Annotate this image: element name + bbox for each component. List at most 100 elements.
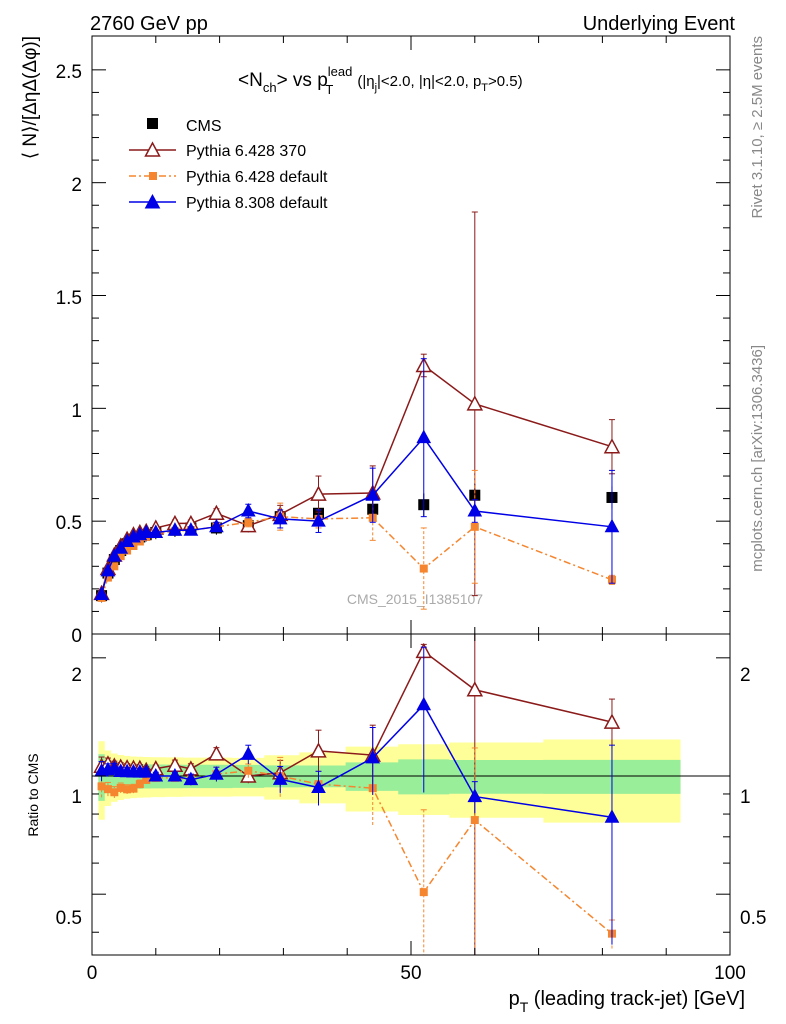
p370-point bbox=[208, 504, 225, 521]
p8def-point bbox=[183, 522, 199, 536]
p8def-point bbox=[100, 562, 116, 577]
p6def-point bbox=[244, 518, 253, 527]
p8def-point bbox=[365, 487, 381, 501]
p8def-ratio-point bbox=[311, 779, 326, 794]
p8def-ratio-point bbox=[272, 771, 288, 785]
p8def-ratio-point bbox=[167, 767, 183, 782]
legend-marker-p370 bbox=[144, 141, 161, 157]
title-prefix: <N bbox=[238, 70, 263, 91]
p370-ratio-point bbox=[466, 681, 484, 697]
process-label: Underlying Event bbox=[583, 13, 736, 35]
p6def-ratio-point bbox=[135, 780, 144, 789]
main-y-tick-0: 0 bbox=[71, 626, 82, 647]
p6def-point bbox=[116, 552, 125, 561]
p8def-ratio-point bbox=[467, 788, 483, 803]
title-cuts-end: >0.5) bbox=[488, 73, 523, 90]
p8def-point bbox=[106, 548, 122, 562]
p8def-ratio-point bbox=[138, 764, 154, 778]
x-axis-label-rest: (leading track-jet) [GeV] bbox=[528, 988, 745, 1010]
axis-ticks bbox=[91, 36, 731, 955]
title-prefix-sub: ch bbox=[263, 80, 277, 95]
energy-label: 2760 GeV pp bbox=[90, 13, 208, 35]
title-cuts-sub: j bbox=[374, 82, 377, 94]
legend-label-p6def: Pythia 6.428 default bbox=[186, 169, 328, 186]
p6def-ratio-point bbox=[244, 766, 253, 775]
p370-point bbox=[603, 438, 621, 454]
legend-label-cms: CMS bbox=[186, 118, 222, 135]
p6def-ratio-point bbox=[116, 783, 125, 792]
legend-marker-p8def bbox=[144, 193, 161, 209]
p370-ratio-point bbox=[208, 745, 225, 761]
p6def-point bbox=[470, 522, 479, 531]
p370-point bbox=[466, 395, 484, 411]
p8def-point bbox=[148, 524, 164, 538]
p8def-ratio-point bbox=[416, 696, 432, 711]
x-tick-100: 100 bbox=[714, 963, 746, 984]
p370-ratio-point bbox=[603, 713, 621, 729]
x-axis-label-sub: T bbox=[520, 999, 529, 1015]
p6def-ratio-point bbox=[110, 788, 119, 797]
title-cuts-sub2: T bbox=[481, 82, 488, 94]
p8def-point bbox=[240, 502, 256, 517]
p6def-ratio-point bbox=[470, 816, 479, 825]
legend-marker-p6def bbox=[149, 172, 157, 180]
legend-marker-cms bbox=[147, 118, 158, 129]
p6def-point bbox=[419, 564, 428, 573]
x-tick-0: 0 bbox=[87, 963, 98, 984]
p6def-point bbox=[110, 562, 119, 571]
plot-title: <Nch> vs plead T (|ηj|<2.0, |η|<2.0, pT>0.… bbox=[238, 64, 523, 97]
p8def-point bbox=[311, 513, 326, 527]
main-panel-data bbox=[93, 211, 621, 610]
p8def-point bbox=[467, 502, 483, 517]
analysis-watermark: CMS_2015_I1385107 bbox=[347, 591, 483, 607]
ratio-band-inner bbox=[98, 754, 681, 801]
p6def-ratio-point bbox=[97, 782, 106, 791]
p370-main-line bbox=[100, 364, 613, 594]
p8def-point bbox=[416, 429, 432, 444]
p370-point bbox=[310, 485, 327, 501]
ratio-y-tick-1: 1 bbox=[71, 787, 82, 808]
ratio-y-tick-0.5: 0.5 bbox=[56, 908, 82, 929]
rivet-label: Rivet 3.1.10, ≥ 2.5M events bbox=[749, 36, 766, 219]
ratio-y-axis-label: Ratio to CMS bbox=[25, 753, 41, 836]
main-y-tick-1: 1 bbox=[71, 401, 82, 422]
p6def-point bbox=[103, 573, 112, 582]
main-y-tick-2.5: 2.5 bbox=[56, 62, 82, 83]
title-mid-sup: lead bbox=[328, 64, 353, 79]
ratio-uncertainty-bands bbox=[98, 739, 681, 823]
p6def-ratio-point bbox=[103, 785, 112, 794]
x-axis-label: pT (leading track-jet) [GeV] bbox=[509, 988, 745, 1015]
p6def-point bbox=[123, 546, 132, 555]
mcplots-label: mcplots.cern.ch [arXiv:1306.3436] bbox=[749, 345, 766, 572]
p8def-ratio-point bbox=[148, 767, 164, 782]
p6def-ratio-point bbox=[123, 785, 132, 794]
p8def-point bbox=[167, 522, 183, 536]
title-cuts-mid: |<2.0, |η|<2.0, p bbox=[377, 73, 481, 90]
p8def-point bbox=[138, 524, 154, 538]
p370-ratio-point bbox=[310, 742, 327, 758]
main-y-axis-label: ⟨ N⟩/[ΔηΔ(Δφ)] bbox=[20, 36, 41, 159]
p8def-ratio-point bbox=[183, 771, 199, 786]
ratio-panel-data bbox=[93, 634, 621, 955]
main-y-tick-0.5: 0.5 bbox=[56, 513, 82, 534]
p8def-point bbox=[209, 518, 224, 533]
p8def-point bbox=[94, 586, 109, 601]
p6def-ratio-point bbox=[419, 888, 428, 897]
p6def-ratio-point bbox=[129, 784, 138, 793]
main-y-tick-1.5: 1.5 bbox=[56, 288, 82, 309]
ratio-y-tick-2: 2 bbox=[71, 665, 82, 686]
title-mid: > vs p bbox=[277, 70, 328, 91]
p8def-ratio-point bbox=[209, 766, 224, 780]
p6def-ratio-point bbox=[142, 775, 151, 784]
main-y-tick-2: 2 bbox=[71, 175, 82, 196]
p8def-ratio-point bbox=[365, 749, 381, 764]
p8def-main-line bbox=[100, 436, 613, 595]
legend-label-p370: Pythia 6.428 370 bbox=[186, 143, 306, 160]
ratio-y-tick-right-0.5: 0.5 bbox=[740, 908, 766, 929]
p8def-point bbox=[604, 518, 620, 533]
p8def-point bbox=[113, 540, 129, 554]
p8def-ratio-point bbox=[604, 809, 620, 823]
x-tick-50: 50 bbox=[400, 963, 421, 984]
legend-label-p8def: Pythia 8.308 default bbox=[186, 195, 328, 212]
